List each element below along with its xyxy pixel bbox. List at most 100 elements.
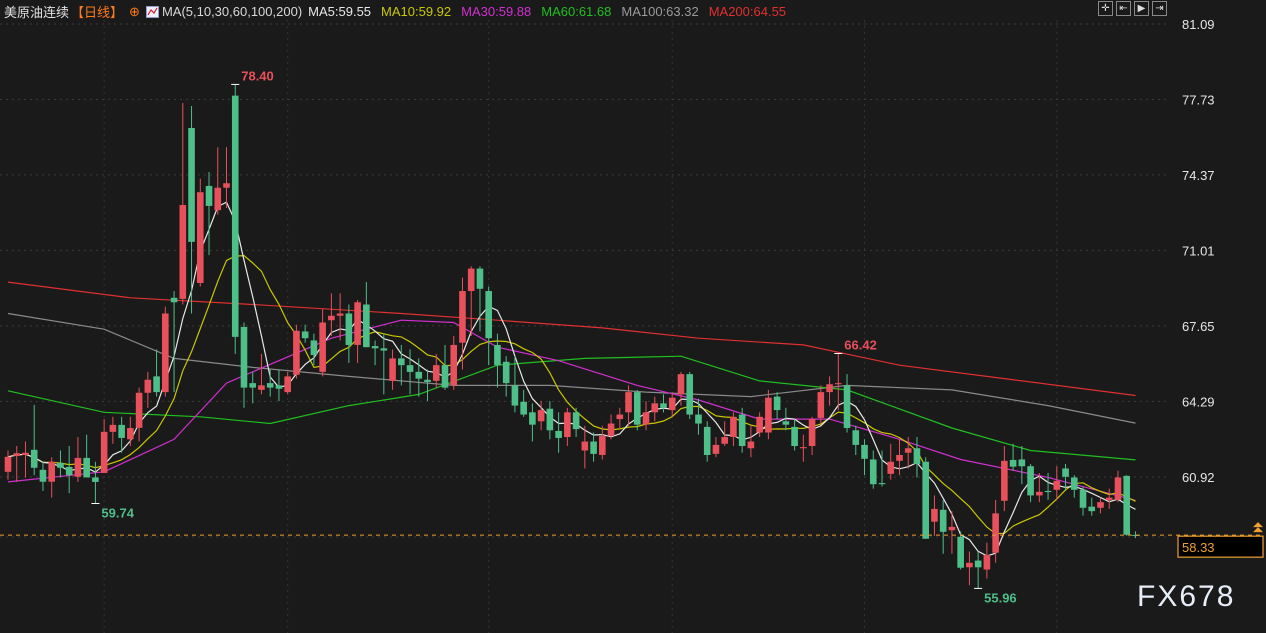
candle-up	[835, 353, 842, 411]
ma10-value: MA10:59.92	[381, 4, 452, 19]
candle-body	[467, 268, 475, 292]
ma60-line	[7, 355, 1136, 461]
chart-header: 美原油连续 【日线】 ⊕ MA(5,10,30,60,100,200) MA5:…	[4, 2, 786, 21]
candle-down	[520, 389, 527, 417]
candle-up	[948, 511, 956, 554]
candle-down	[660, 394, 667, 413]
candle-body	[555, 430, 562, 438]
candle-body	[896, 454, 903, 461]
candle-body	[966, 562, 973, 568]
period-selector[interactable]: 【日线】	[71, 5, 124, 20]
candle-up	[747, 425, 755, 458]
candle-up	[354, 300, 361, 363]
candle-body	[765, 397, 772, 433]
candle-up	[904, 437, 912, 469]
candle-body	[869, 459, 877, 485]
add-indicator-icon[interactable]: ⊕	[129, 3, 140, 19]
candle-body	[153, 376, 160, 393]
candle-down	[546, 401, 554, 440]
candle-down	[398, 344, 405, 386]
candle-down	[363, 282, 370, 348]
candle-body	[170, 297, 178, 303]
candle-down	[188, 105, 195, 314]
candle-down	[266, 369, 274, 397]
candle-body	[92, 477, 99, 482]
crosshair-icon[interactable]: ✛	[1098, 1, 1113, 16]
candle-body	[354, 302, 361, 345]
candle-body	[74, 457, 82, 477]
candle-body	[651, 403, 659, 413]
ma-params[interactable]: MA(5,10,30,60,100,200)	[161, 4, 303, 19]
price-tick-label: 71.01	[1182, 243, 1215, 258]
candle-down	[1027, 463, 1034, 503]
candle-up	[992, 499, 999, 563]
candle-body	[633, 392, 641, 425]
candle-down	[249, 371, 257, 404]
watermark-logo: FX678	[1137, 580, 1236, 613]
candle-up	[1114, 470, 1122, 503]
candle-up	[389, 349, 396, 390]
price-axis: 81.09 77.73 74.37 71.01 67.65 64.29 60.92	[1182, 17, 1215, 485]
candle-down	[738, 407, 746, 453]
candle-body	[546, 408, 554, 431]
candle-down	[275, 369, 283, 402]
ma200-value: MA200:64.55	[708, 4, 787, 19]
candle-up	[135, 387, 143, 442]
candle-down	[974, 551, 982, 589]
candle-down	[1018, 446, 1026, 485]
candle-up	[48, 457, 55, 498]
candle-up	[808, 416, 816, 455]
candle-up	[983, 542, 991, 579]
candle-body	[13, 453, 21, 456]
play-icon[interactable]: ▶	[1134, 1, 1149, 16]
candle-up	[966, 551, 973, 586]
candle-up	[651, 396, 659, 422]
candle-down	[572, 407, 580, 438]
candle-down	[529, 403, 536, 442]
candle-up	[328, 293, 335, 336]
candle-down	[301, 324, 309, 343]
candle-body	[1132, 534, 1139, 536]
ma-indicator-icon[interactable]	[145, 5, 159, 18]
last-price-marker: 58.33	[0, 522, 1264, 558]
candle-body	[703, 426, 711, 455]
candle-body	[406, 365, 414, 372]
candle-down	[1088, 497, 1096, 516]
candle-down	[782, 407, 790, 431]
moving-averages	[7, 201, 1136, 557]
candle-body	[1114, 477, 1122, 500]
candle-up	[581, 425, 589, 469]
candle-body	[843, 385, 851, 429]
candle-body	[284, 376, 291, 393]
candle-up	[1053, 466, 1061, 500]
candle-body	[1044, 490, 1052, 493]
candle-body	[931, 508, 938, 522]
candle-down	[170, 291, 178, 393]
jump-end-icon[interactable]: ⇥	[1152, 1, 1167, 16]
candle-up	[668, 392, 676, 417]
candle-down	[441, 344, 449, 390]
candle-body	[415, 371, 423, 379]
candle-down	[57, 450, 64, 478]
candle-up	[284, 371, 291, 395]
candle-body	[1053, 480, 1061, 490]
candle-body	[800, 447, 807, 449]
candle-down	[773, 392, 781, 420]
candle-up	[712, 437, 720, 458]
candle-body	[135, 392, 143, 428]
candle-body	[118, 424, 125, 438]
candle-body	[65, 466, 73, 476]
candle-up	[432, 353, 440, 388]
candle-down	[205, 172, 213, 256]
scroll-up-arrow-icon[interactable]	[1253, 522, 1263, 533]
candle-body	[162, 313, 169, 393]
candle-down	[345, 304, 353, 363]
candle-body	[1009, 459, 1017, 467]
last-price-label: 58.33	[1182, 540, 1215, 555]
zoom-start-icon[interactable]: ⇤	[1116, 1, 1131, 16]
candle-down	[424, 369, 431, 402]
candle-body	[398, 358, 405, 366]
candle-up	[730, 412, 737, 447]
candle-body	[249, 383, 257, 388]
